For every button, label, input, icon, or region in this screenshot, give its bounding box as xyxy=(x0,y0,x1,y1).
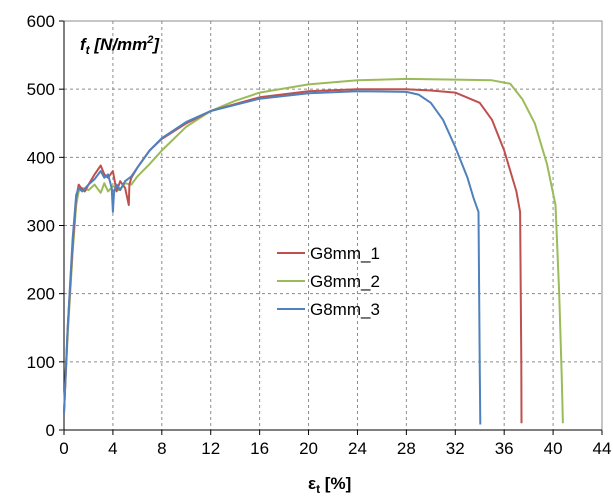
x-tick-label: 8 xyxy=(157,439,166,458)
y-axis-label-sup: 2 xyxy=(146,34,153,46)
y-tick-label: 200 xyxy=(27,285,55,304)
x-tick-label: 0 xyxy=(59,439,68,458)
x-tick-label: 32 xyxy=(446,439,465,458)
x-tick-label: 28 xyxy=(397,439,416,458)
series-line-g8mm_3 xyxy=(63,90,482,425)
legend-label-g8mm_2: G8mm_2 xyxy=(310,272,380,291)
x-axis-label-main: ε xyxy=(308,474,316,493)
x-tick-label: 4 xyxy=(108,439,117,458)
legend: G8mm_1 G8mm_2 G8mm_3 xyxy=(277,244,380,319)
y-axis-label-main: f xyxy=(80,35,88,54)
x-tick-label: 20 xyxy=(299,439,318,458)
y-axis-label-sub: t xyxy=(86,43,91,57)
x-tick-label: 36 xyxy=(495,439,514,458)
y-axis-label-unit: [N/mm xyxy=(90,35,148,54)
x-axis-label-sub: t xyxy=(316,482,320,496)
y-tick-label: 400 xyxy=(27,148,55,167)
data-series xyxy=(63,77,564,425)
y-tick-label: 300 xyxy=(27,217,55,236)
x-axis-label: εt [%] xyxy=(308,474,351,496)
y-tick-label: 100 xyxy=(27,353,55,372)
y-tick-label: 0 xyxy=(46,421,55,440)
x-tick-label: 16 xyxy=(250,439,269,458)
x-tick-label: 44 xyxy=(593,439,612,458)
legend-label-g8mm_1: G8mm_1 xyxy=(310,244,380,263)
axes xyxy=(59,20,603,435)
x-tick-label: 12 xyxy=(201,439,220,458)
legend-label-g8mm_3: G8mm_3 xyxy=(310,300,380,319)
x-tick-label: 40 xyxy=(544,439,563,458)
series-line-g8mm_1 xyxy=(63,88,523,424)
x-tick-label: 24 xyxy=(348,439,367,458)
y-tick-label: 600 xyxy=(27,12,55,31)
y-axis-label: ft [N/mm2] xyxy=(80,34,160,57)
y-axis-label-close: ] xyxy=(151,35,160,54)
x-axis-label-unit: [%] xyxy=(320,474,351,493)
y-tick-label: 500 xyxy=(27,80,55,99)
tick-labels: 0 100 200 300 400 500 600 0 4 8 12 16 20 24 28 32 36 40 44 xyxy=(27,12,612,458)
